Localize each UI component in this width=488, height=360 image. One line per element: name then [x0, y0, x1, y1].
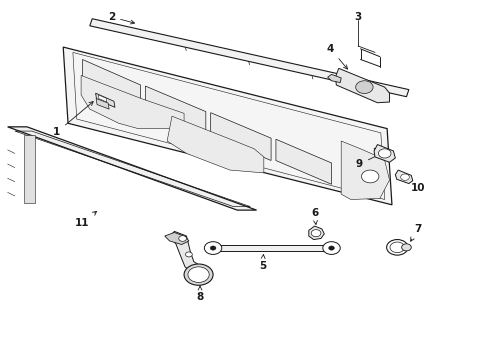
- Polygon shape: [81, 76, 183, 129]
- Text: 4: 4: [326, 44, 347, 69]
- Polygon shape: [327, 75, 341, 82]
- Circle shape: [401, 244, 410, 251]
- Circle shape: [210, 246, 216, 250]
- Circle shape: [322, 242, 340, 255]
- Polygon shape: [90, 19, 408, 97]
- Text: 6: 6: [310, 208, 318, 224]
- Polygon shape: [63, 47, 391, 205]
- Polygon shape: [394, 170, 412, 184]
- Polygon shape: [23, 135, 35, 203]
- Polygon shape: [8, 127, 256, 210]
- Polygon shape: [341, 141, 389, 199]
- Circle shape: [204, 242, 222, 255]
- Text: 10: 10: [407, 178, 424, 193]
- Text: 9: 9: [355, 154, 380, 169]
- Text: 5: 5: [258, 255, 265, 271]
- Polygon shape: [373, 148, 390, 161]
- Text: 7: 7: [410, 224, 420, 241]
- Polygon shape: [164, 233, 188, 244]
- Circle shape: [355, 81, 372, 94]
- Polygon shape: [210, 113, 270, 161]
- Polygon shape: [335, 68, 389, 103]
- Circle shape: [378, 149, 390, 158]
- Text: 2: 2: [108, 12, 134, 24]
- Circle shape: [389, 242, 404, 253]
- Polygon shape: [82, 59, 140, 109]
- Polygon shape: [145, 86, 205, 135]
- Polygon shape: [373, 145, 394, 162]
- Circle shape: [361, 170, 378, 183]
- Circle shape: [183, 264, 213, 285]
- Polygon shape: [275, 139, 331, 184]
- Polygon shape: [98, 95, 106, 102]
- Polygon shape: [213, 245, 331, 251]
- Polygon shape: [95, 93, 115, 107]
- Text: 1: 1: [53, 102, 93, 137]
- Circle shape: [310, 230, 320, 237]
- Text: 11: 11: [75, 211, 96, 228]
- Circle shape: [400, 174, 408, 180]
- Circle shape: [187, 267, 209, 283]
- Circle shape: [386, 239, 407, 255]
- Circle shape: [185, 252, 192, 257]
- Polygon shape: [308, 226, 324, 239]
- Polygon shape: [169, 231, 200, 272]
- Circle shape: [179, 236, 186, 241]
- Circle shape: [328, 246, 334, 250]
- Polygon shape: [167, 116, 264, 173]
- Polygon shape: [96, 99, 109, 109]
- Text: 3: 3: [354, 12, 361, 22]
- Text: 8: 8: [196, 286, 203, 302]
